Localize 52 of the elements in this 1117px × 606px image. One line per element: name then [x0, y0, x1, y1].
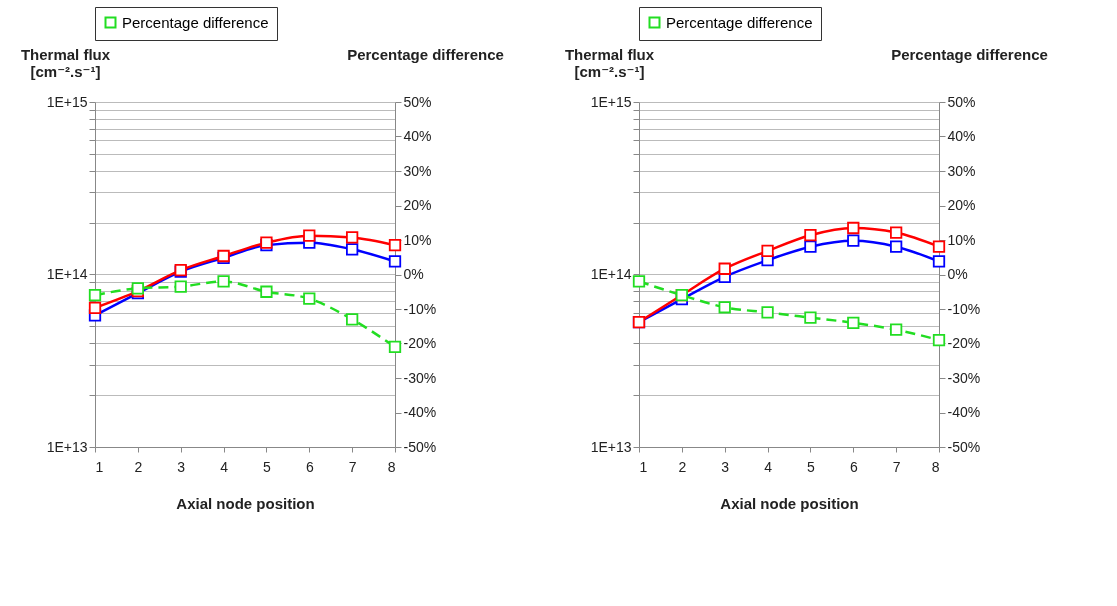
x-tick-label: 6 — [305, 458, 314, 475]
x-axis-title: Axial node position — [720, 494, 859, 512]
y2-tick-label: -20% — [947, 335, 981, 351]
x-tick-label: 5 — [807, 458, 816, 475]
y2-tick-label: 20% — [947, 197, 976, 213]
y2-tick-label: -40% — [947, 404, 981, 420]
x-tick-label: 8 — [387, 458, 396, 475]
y2-tick-label: 0% — [403, 266, 424, 282]
y2-tick-label: 40% — [403, 128, 432, 144]
y2-tick-label: -30% — [403, 369, 437, 386]
x-tick-label: 1 — [639, 458, 648, 475]
x-tick-label: 2 — [678, 458, 687, 475]
y2-tick-label: -10% — [947, 300, 981, 317]
y-tick-label: 1E+14 — [46, 266, 88, 282]
legend-label: Percentage difference — [666, 13, 813, 31]
x-tick-label: 2 — [134, 458, 143, 475]
x-tick-label: 4 — [220, 458, 229, 475]
y-tick-label: 1E+15 — [590, 93, 632, 110]
y-tick-label: 1E+15 — [46, 93, 88, 110]
y2-tick-label: 50% — [403, 93, 432, 110]
y2-tick-label: -20% — [403, 335, 437, 351]
y-tick-label: 1E+14 — [590, 266, 632, 282]
x-tick-label: 3 — [721, 458, 730, 475]
x-tick-label: 6 — [849, 458, 858, 475]
y2-tick-label: 50% — [947, 93, 976, 110]
x-tick-label: 1 — [95, 458, 104, 475]
y2-tick-label: 20% — [403, 197, 432, 213]
y2-axis-title: Percentage difference — [347, 45, 504, 63]
x-tick-label: 7 — [348, 458, 357, 475]
y2-tick-label: 30% — [947, 162, 976, 179]
x-axis-title: Axial node position — [176, 494, 315, 512]
legend-label: Percentage difference — [122, 13, 269, 31]
y-axis-title: Thermal flux [cm⁻².s⁻¹] — [20, 45, 111, 80]
y-tick-label: 1E+13 — [46, 438, 88, 455]
x-tick-label: 8 — [931, 458, 940, 475]
y2-tick-label: -50% — [403, 438, 437, 455]
y-tick-label: 1E+13 — [590, 438, 632, 455]
y2-tick-label: 30% — [403, 162, 432, 179]
y2-axis-title: Percentage difference — [891, 45, 1048, 63]
y-axis-title: Thermal flux [cm⁻².s⁻¹] — [564, 45, 655, 80]
x-tick-label: 7 — [892, 458, 901, 475]
y2-tick-label: -50% — [947, 438, 981, 455]
y2-tick-label: -10% — [403, 300, 437, 317]
x-tick-label: 3 — [177, 458, 186, 475]
x-tick-label: 5 — [263, 458, 272, 475]
x-tick-label: 4 — [764, 458, 773, 475]
y2-tick-label: 40% — [947, 128, 976, 144]
y2-tick-label: -30% — [947, 369, 981, 386]
y2-tick-label: 0% — [947, 266, 968, 282]
y2-tick-label: 10% — [947, 231, 976, 248]
y2-tick-label: 10% — [403, 231, 432, 248]
y2-tick-label: -40% — [403, 404, 437, 420]
